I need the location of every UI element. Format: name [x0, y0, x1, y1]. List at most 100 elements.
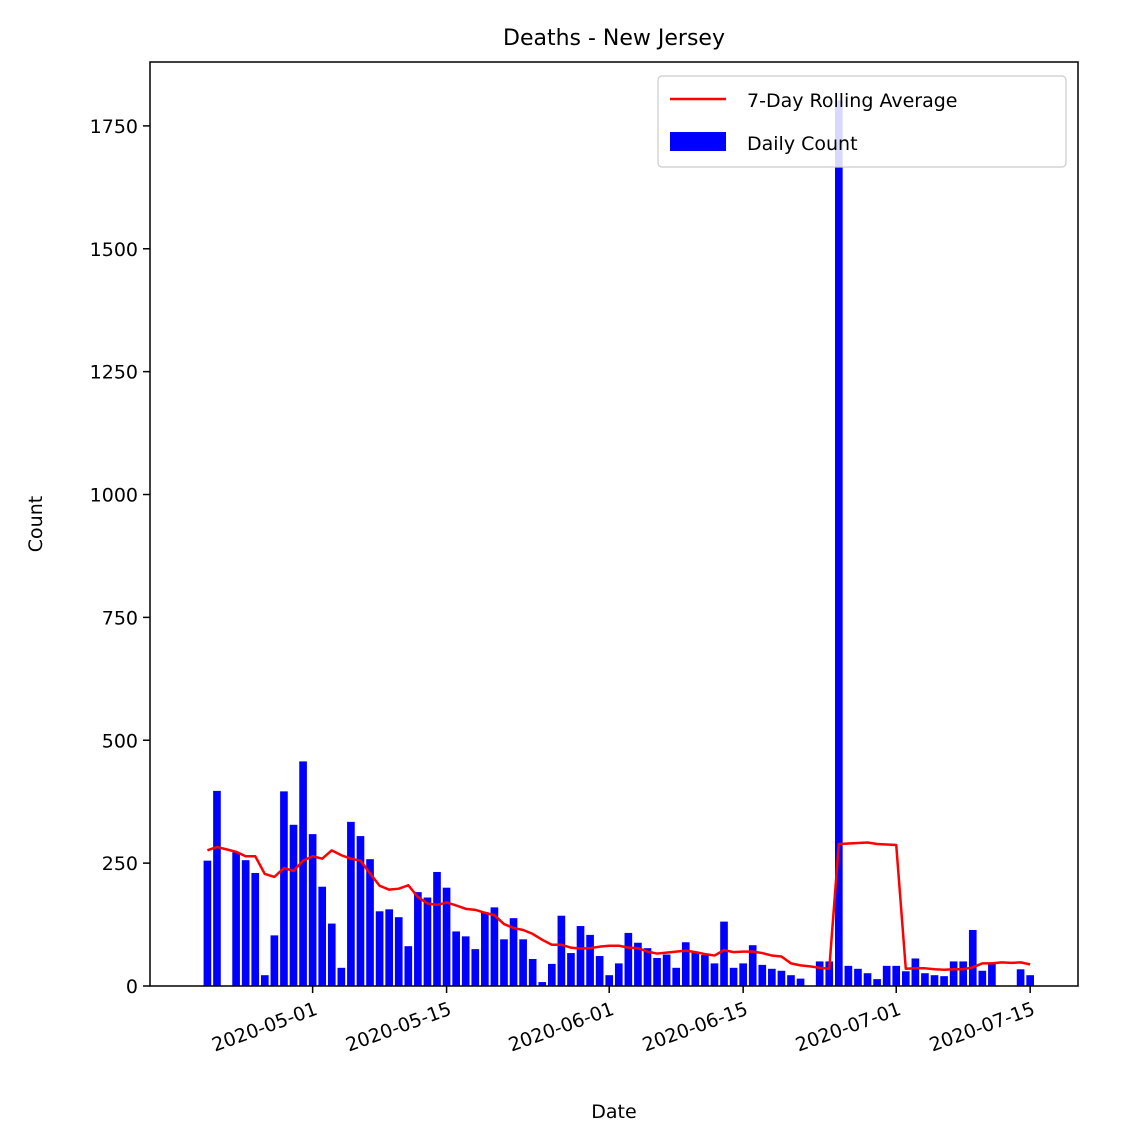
bar-2020-06-27: [854, 968, 862, 986]
bar-2020-05-27: [557, 915, 566, 986]
bar-2020-05-14: [433, 871, 441, 986]
bar-2020-05-09: [385, 909, 393, 986]
legend-box: [657, 75, 1067, 168]
bar-2020-05-26: [547, 963, 556, 986]
bar-2020-07-14: [1016, 969, 1025, 986]
bar-2020-06-05: [643, 948, 652, 986]
bar-2020-05-20: [490, 907, 499, 986]
legend-swatch-daily-count: [670, 132, 726, 151]
bar-series-daily-count: [203, 100, 1034, 987]
y-axis-label: Count: [25, 496, 47, 552]
bar-2020-07-10: [978, 970, 987, 986]
bar-2020-05-08: [375, 911, 384, 986]
bar-2020-04-21: [213, 790, 221, 986]
bar-2020-04-30: [299, 761, 307, 986]
bar-2020-05-31: [595, 956, 604, 986]
bar-2020-05-07: [366, 859, 374, 986]
bar-2020-05-28: [567, 953, 575, 986]
bar-2020-05-25: [538, 982, 547, 986]
rolling-average-line: [206, 841, 1031, 972]
bar-2020-06-16: [748, 945, 757, 986]
bar-2020-05-02: [318, 886, 327, 986]
bar-2020-06-28: [863, 973, 872, 986]
bar-2020-07-05: [930, 975, 939, 986]
bar-2020-06-04: [634, 942, 642, 986]
bar-2020-07-02: [901, 971, 910, 986]
bar-2020-07-04: [921, 973, 929, 986]
bar-2020-04-28: [280, 791, 288, 986]
bar-2020-04-27: [270, 935, 279, 986]
bar-2020-04-29: [289, 824, 298, 986]
y-tick-label-750: 750: [102, 607, 138, 629]
bar-2020-06-14: [729, 967, 738, 986]
bar-2020-04-25: [251, 872, 260, 986]
bar-2020-06-26: [844, 965, 853, 986]
bar-2020-06-13: [720, 921, 728, 986]
bar-2020-05-15: [442, 887, 451, 986]
bar-2020-06-19: [777, 970, 786, 986]
bar-2020-07-06: [940, 976, 948, 986]
bar-2020-05-13: [423, 897, 432, 986]
bar-2020-06-20: [787, 975, 795, 986]
bar-2020-06-07: [662, 954, 671, 986]
bar-2020-05-29: [576, 926, 585, 986]
x-axis-label: Date: [591, 1101, 636, 1123]
bar-2020-06-18: [768, 968, 776, 986]
bar-2020-05-24: [528, 958, 537, 986]
y-axis: 0 250 500 750 1000 1250 1500 1750: [90, 116, 150, 998]
bar-2020-07-15: [1026, 975, 1034, 986]
bar-2020-05-22: [509, 918, 518, 986]
bar-2020-06-11: [701, 955, 709, 986]
bar-2020-06-17: [758, 964, 767, 986]
bar-2020-05-16: [452, 931, 460, 986]
bar-2020-06-23: [815, 961, 824, 986]
bar-2020-04-20: [203, 860, 212, 986]
legend-label-daily-count: Daily Count: [747, 133, 858, 155]
bar-2020-06-10: [691, 952, 700, 986]
y-tick-label-1250: 1250: [90, 362, 138, 384]
line-series-rolling-average: [206, 841, 1031, 972]
bar-2020-07-01: [892, 965, 901, 986]
bar-2020-07-11: [988, 962, 996, 986]
y-tick-label-1000: 1000: [90, 485, 138, 507]
bar-2020-07-03: [911, 958, 920, 986]
y-tick-label-0: 0: [126, 976, 138, 998]
legend-label-rolling-average: 7-Day Rolling Average: [747, 90, 957, 112]
bar-2020-06-02: [614, 963, 623, 986]
bar-2020-06-08: [672, 967, 681, 986]
bar-2020-06-01: [605, 975, 614, 986]
bar-2020-06-24: [825, 961, 834, 986]
legend: 7-Day Rolling Average Daily Count: [657, 75, 1067, 168]
bar-2020-04-26: [260, 975, 269, 986]
bar-2020-05-11: [404, 946, 413, 986]
bar-2020-04-24: [241, 860, 250, 986]
bar-2020-05-30: [586, 934, 594, 986]
bar-2020-06-21: [796, 978, 805, 986]
bar-2020-06-15: [739, 963, 747, 986]
bar-2020-05-05: [347, 821, 355, 986]
bar-2020-06-03: [624, 932, 633, 986]
bar-2020-05-21: [500, 939, 508, 986]
y-tick-label-250: 250: [102, 853, 138, 875]
bar-2020-07-08: [959, 961, 968, 986]
y-tick-label-1750: 1750: [90, 116, 138, 138]
bar-2020-05-04: [337, 967, 346, 986]
bar-2020-05-03: [327, 923, 336, 986]
bar-2020-04-23: [232, 852, 240, 986]
bar-2020-07-07: [949, 961, 958, 986]
bar-2020-05-06: [356, 836, 365, 986]
y-tick-label-500: 500: [102, 730, 138, 752]
bar-2020-06-09: [681, 942, 690, 986]
bar-2020-06-25: [835, 100, 843, 987]
y-tick-label-1500: 1500: [90, 239, 138, 261]
bar-2020-06-29: [873, 979, 881, 986]
bar-2020-05-17: [461, 936, 470, 986]
bar-2020-05-12: [414, 892, 422, 986]
plot-area-frame: [149, 61, 1079, 987]
bar-2020-07-09: [968, 929, 977, 986]
bar-2020-05-23: [519, 939, 527, 986]
bar-2020-05-10: [394, 917, 403, 986]
bar-2020-06-30: [882, 965, 891, 986]
